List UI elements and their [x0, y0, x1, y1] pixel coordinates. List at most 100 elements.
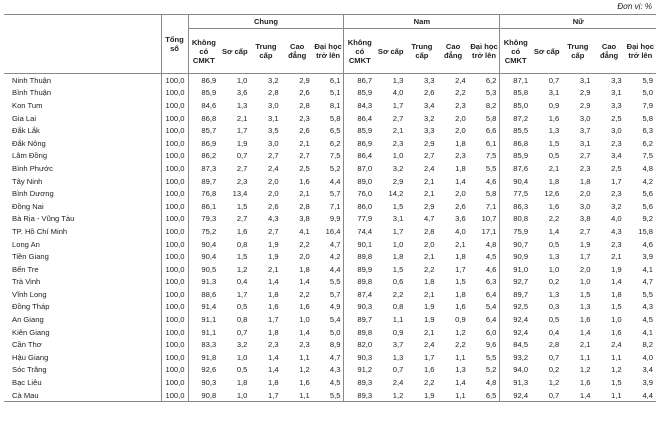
cell-value: 2,3	[236, 176, 248, 186]
cell-value: 4,0	[611, 214, 622, 224]
cell-value: 2,3	[455, 100, 466, 110]
cell-value: 2,3	[299, 113, 310, 123]
cell-value: 1,7	[268, 315, 279, 325]
cell-value: 88,6	[187, 288, 220, 301]
cell-value: 3,4	[423, 100, 435, 110]
table-row: Trà Vinh 100,0 91,3 0,4 1,4 1,4 5,5 89,8 0,6 1,8 1…	[4, 275, 656, 289]
cell-value: 5,0	[642, 88, 653, 98]
cell-value: 1,0	[579, 277, 591, 287]
cell-value: 2,1	[455, 239, 466, 249]
table-row: Cà Mau 100,0 90,8 1,0 1,7 1,1 5,5 89,3 1,2 1,9 1,1…	[4, 388, 656, 402]
cell-value: 1,9	[423, 390, 435, 400]
cell-value: 2,8	[548, 340, 560, 350]
cell-value: 3,0	[268, 100, 279, 110]
cell-value: 6,0	[485, 327, 497, 337]
cell-value: 2,7	[236, 163, 248, 173]
cell-value: 1,3	[392, 75, 404, 85]
cell-value: 1,0	[299, 315, 310, 325]
cell-value: 2,2	[455, 88, 466, 98]
cell-value: 2,2	[299, 289, 310, 299]
subheader-row: Không có CMKT Sơ cấp Trung cấp Cao đẳng Đại …	[4, 28, 656, 74]
cell-value: 85,9	[343, 86, 376, 100]
cell-value: 100,0	[160, 136, 188, 150]
cell-value: 100,0	[160, 325, 188, 339]
cell-value: 2,2	[392, 289, 404, 299]
cell-value: 2,4	[423, 340, 435, 350]
cell-value: 2,8	[423, 226, 435, 236]
cell-value: 100,0	[160, 250, 188, 263]
cell-value: 0,7	[236, 327, 248, 337]
cell-value: 74,4	[343, 225, 376, 238]
cell-value: 4,6	[485, 176, 497, 186]
cell-value: 86,9	[187, 136, 220, 150]
cell-value: 1,6	[236, 226, 248, 236]
cell-value: 84,6	[187, 99, 220, 112]
cell-value: 5,8	[642, 113, 653, 123]
cell-value: 85,9	[187, 86, 220, 100]
group-header: Chung	[187, 14, 344, 29]
group-header: Nam	[343, 14, 500, 29]
table-row: Tiền Giang 100,0 90,4 1,5 1,9 2,0 4,2 89,8 1,8 2,…	[4, 250, 656, 263]
cell-value: 85,9	[499, 149, 532, 163]
subcolumn-header: Không có CMKT	[343, 28, 376, 74]
cell-value: 91,1	[187, 325, 220, 339]
table-row: Bạc Liêu 100,0 90,3 1,8 1,8 1,6 4,5 89,3 2,4 2,2 1…	[4, 376, 656, 389]
cell-value: 2,8	[299, 100, 310, 110]
cell-value: 5,8	[485, 189, 497, 199]
cell-value: 1,8	[392, 252, 404, 262]
cell-value: 3,0	[579, 113, 591, 123]
cell-value: 86,7	[343, 73, 376, 87]
cell-value: 2,9	[392, 176, 404, 186]
cell-value: 0,9	[548, 100, 560, 110]
cell-value: 1,1	[611, 352, 622, 362]
cell-value: 89,8	[343, 275, 376, 289]
row-label: Gia Lai	[12, 113, 37, 123]
cell-value: 86,3	[499, 199, 532, 213]
cell-value: 5,4	[485, 302, 497, 312]
cell-value: 5,6	[642, 189, 653, 199]
cell-value: 1,3	[548, 252, 560, 262]
cell-value: 4,3	[329, 365, 341, 375]
cell-value: 2,8	[299, 201, 310, 211]
cell-value: 2,6	[423, 88, 435, 98]
cell-value: 6,1	[329, 75, 341, 85]
cell-value: 1,1	[455, 352, 466, 362]
cell-value: 100,0	[160, 388, 188, 402]
row-label: Kon Tum	[12, 100, 43, 110]
table-row: Vĩnh Long 100,0 88,6 1,7 1,8 2,2 5,7 87,4 2,2 2,1…	[4, 288, 656, 301]
subcolumn-header: Sơ cấp	[533, 46, 560, 56]
cell-value: 2,9	[423, 201, 435, 211]
cell-value: 4,6	[642, 239, 653, 249]
cell-value: 1,5	[236, 252, 248, 262]
cell-value: 100,0	[160, 262, 188, 276]
cell-value: 1,5	[455, 277, 466, 287]
cell-value: 7,9	[642, 100, 653, 110]
subcolumn-header: Đại học trở lên	[314, 42, 342, 60]
cell-value: 14,2	[388, 189, 404, 199]
cell-value: 6,5	[329, 126, 341, 136]
cell-value: 1,4	[548, 226, 560, 236]
cell-value: 2,4	[268, 163, 279, 173]
cell-value: 0,9	[392, 327, 404, 337]
cell-value: 1,6	[548, 113, 560, 123]
row-label: Ninh Thuận	[12, 75, 52, 85]
cell-value: 1,3	[548, 126, 560, 136]
cell-value: 2,8	[268, 88, 279, 98]
table-row: Long An 100,0 90,4 0,8 1,9 2,2 4,7 90,1 1,0 2,0 2,…	[4, 237, 656, 251]
cell-value: 85,7	[187, 124, 220, 137]
cell-value: 3,4	[642, 365, 653, 375]
cell-value: 1,5	[548, 138, 560, 148]
table-row: Ninh Thuận 100,0 86,9 1,0 3,2 2,9 6,1 86,7 1,3 3,…	[4, 73, 656, 87]
cell-value: 1,5	[611, 302, 622, 312]
cell-value: 4,1	[299, 226, 310, 236]
cell-value: 4,0	[455, 226, 466, 236]
cell-value: 86,9	[343, 136, 376, 150]
cell-value: 1,9	[579, 239, 591, 249]
cell-value: 6,3	[485, 277, 497, 287]
cell-value: 3,3	[611, 75, 622, 85]
row-label: Vĩnh Long	[12, 289, 47, 299]
cell-value: 92,4	[499, 325, 532, 339]
cell-value: 1,8	[455, 138, 466, 148]
cell-value: 1,8	[548, 176, 560, 186]
cell-value: 8,2	[642, 340, 653, 350]
